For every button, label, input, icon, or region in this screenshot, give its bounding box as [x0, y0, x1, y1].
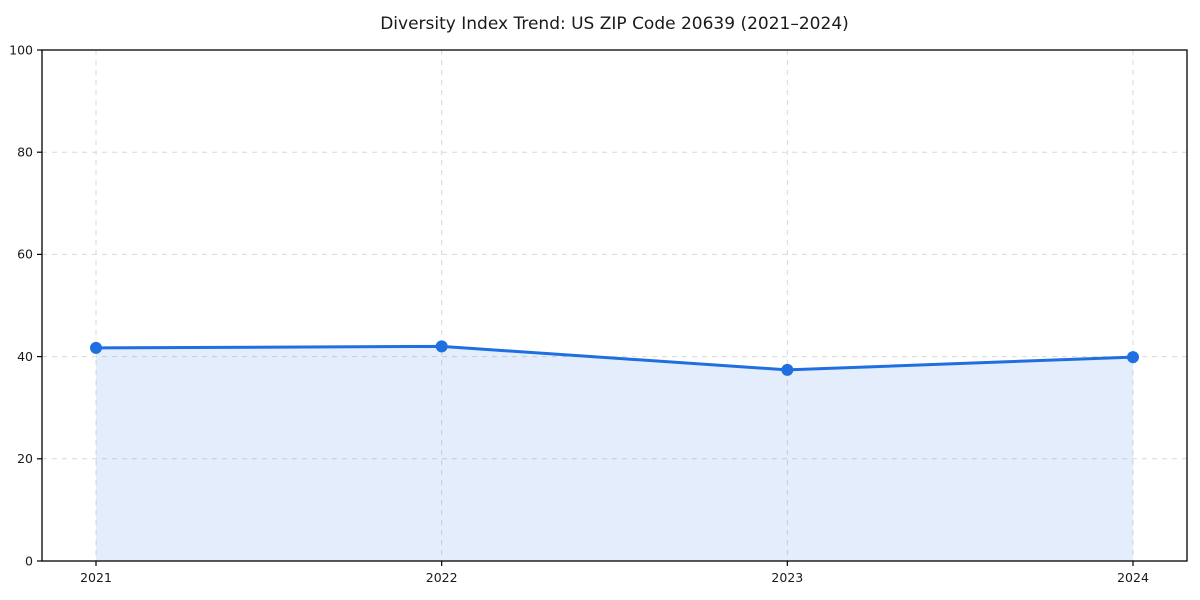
x-tick-label-2022: 2022: [426, 570, 458, 585]
y-tick-label-40: 40: [17, 349, 33, 364]
data-point-2022: [435, 340, 448, 353]
data-point-2021: [90, 341, 102, 354]
x-tick-label-2023: 2023: [771, 570, 803, 585]
x-tick-label-2021: 2021: [80, 570, 112, 585]
y-tick-label-80: 80: [17, 144, 33, 159]
x-tick-label-2024: 2024: [1117, 570, 1149, 585]
data-point-2023: [781, 363, 794, 376]
data-point-2024: [1127, 351, 1139, 364]
area-fill: [96, 346, 1133, 561]
y-tick-label-100: 100: [9, 42, 33, 57]
y-tick-label-0: 0: [25, 553, 33, 568]
chart-title: Diversity Index Trend: US ZIP Code 20639…: [380, 14, 849, 34]
y-tick-label-60: 60: [17, 247, 33, 262]
trend-line: [94, 344, 1135, 372]
plot-frame: [41, 49, 1188, 562]
y-tick-label-20: 20: [17, 451, 33, 466]
